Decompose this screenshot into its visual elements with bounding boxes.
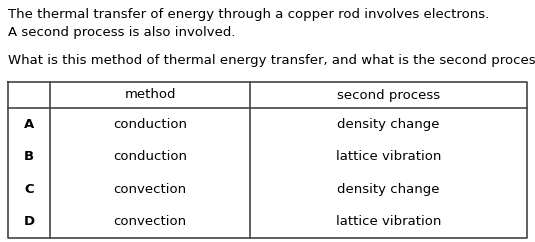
Text: B: B	[24, 150, 34, 163]
Text: A: A	[24, 118, 34, 131]
Text: method: method	[124, 89, 176, 101]
Text: conduction: conduction	[113, 118, 187, 131]
Text: density change: density change	[337, 118, 440, 131]
Text: C: C	[24, 183, 34, 196]
Text: lattice vibration: lattice vibration	[336, 150, 441, 163]
Text: A second process is also involved.: A second process is also involved.	[8, 26, 235, 39]
Text: D: D	[24, 215, 35, 228]
Text: conduction: conduction	[113, 150, 187, 163]
Text: What is this method of thermal energy transfer, and what is the second process?: What is this method of thermal energy tr…	[8, 54, 535, 67]
Text: convection: convection	[113, 183, 187, 196]
Text: convection: convection	[113, 215, 187, 228]
Text: The thermal transfer of energy through a copper rod involves electrons.: The thermal transfer of energy through a…	[8, 8, 489, 21]
Text: second process: second process	[337, 89, 440, 101]
Text: density change: density change	[337, 183, 440, 196]
Text: lattice vibration: lattice vibration	[336, 215, 441, 228]
